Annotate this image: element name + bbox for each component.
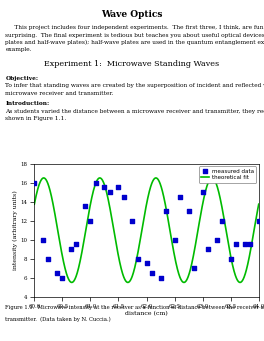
measured data [55,270,59,276]
measured data [257,218,261,223]
measured data [88,218,93,223]
measured data [32,180,36,186]
measured data [60,275,64,280]
Text: shown in Figure 1.1.: shown in Figure 1.1. [5,116,67,121]
Text: transmitter.  (Data taken by N. Cuccia.): transmitter. (Data taken by N. Cuccia.) [5,317,111,322]
measured data [108,190,112,195]
theoretical fit [210,176,214,180]
measured data [144,261,149,266]
Text: microwave receiver and transmitter.: microwave receiver and transmitter. [5,91,114,95]
measured data [41,237,45,242]
measured data [136,256,140,262]
Text: As students varied the distance between a microwave receiver and transmitter, th: As students varied the distance between … [5,109,264,114]
measured data [201,190,205,195]
Text: Figure 1.1.  Microwave intensity at the receiver as a function of distance betwe: Figure 1.1. Microwave intensity at the r… [5,305,264,310]
Text: surprising.  The final experiment is tedious but teaches you about useful optica: surprising. The final experiment is tedi… [5,32,264,38]
Text: Objective:: Objective: [5,76,38,81]
measured data [122,194,126,200]
measured data [116,185,121,190]
theoretical fit [124,278,127,282]
measured data [94,180,98,186]
measured data [178,194,182,200]
measured data [46,256,50,262]
Legend: measured data, theoretical fit: measured data, theoretical fit [199,166,256,183]
Text: plates and half-wave plates); half-wave plates are used in the quantum entanglem: plates and half-wave plates); half-wave … [5,40,264,45]
measured data [186,208,191,214]
Text: example.: example. [5,47,32,52]
theoretical fit [212,177,215,181]
measured data [69,247,73,252]
measured data [192,265,196,271]
measured data [206,247,210,252]
theoretical fit [187,273,190,278]
measured data [150,270,154,276]
measured data [215,237,219,242]
measured data [234,242,238,247]
Line: theoretical fit: theoretical fit [34,178,259,282]
measured data [130,218,135,223]
theoretical fit [33,202,36,206]
measured data [172,237,177,242]
theoretical fit [257,202,260,206]
measured data [164,208,168,214]
Text: Wave Optics: Wave Optics [101,10,163,18]
measured data [102,185,107,190]
measured data [248,242,252,247]
theoretical fit [56,225,59,229]
measured data [158,275,163,280]
X-axis label: distance (cm): distance (cm) [125,311,168,316]
theoretical fit [208,178,211,182]
Text: To infer that standing waves are created by the superposition of incident and re: To infer that standing waves are created… [5,83,264,88]
measured data [229,256,233,262]
Text: Introduction:: Introduction: [5,101,49,106]
theoretical fit [131,271,135,276]
measured data [220,218,224,223]
theoretical fit [182,280,186,284]
measured data [243,242,247,247]
Text: This project includes four independent experiments.  The first three, I think, a: This project includes four independent e… [5,25,264,30]
Text: Experiment 1:  Microwave Standing Waves: Experiment 1: Microwave Standing Waves [44,60,220,69]
measured data [83,204,87,209]
measured data [74,242,78,247]
Y-axis label: intensity (arbitrary units): intensity (arbitrary units) [12,190,18,270]
